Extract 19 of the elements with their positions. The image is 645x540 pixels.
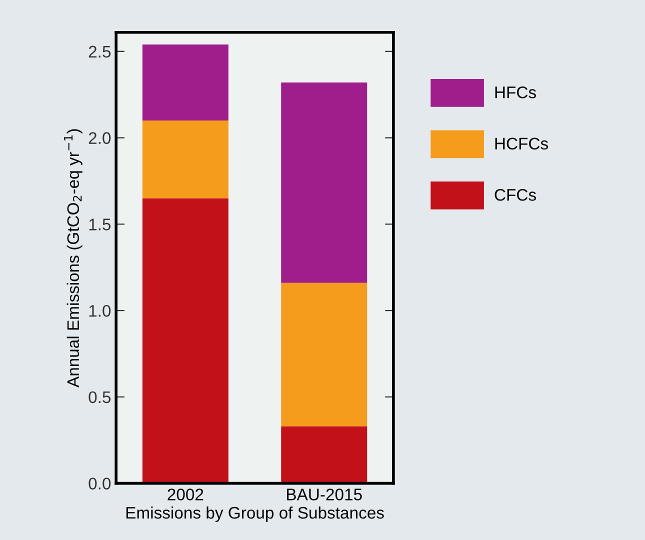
y-tick-label: 0.5 (88, 391, 111, 404)
x-axis-title: Emissions by Group of Substances (126, 506, 384, 522)
bar (142, 120, 228, 198)
bar (281, 82, 368, 283)
y-tick-label: 2.5 (88, 46, 111, 58)
y-tick-label: 1.5 (89, 218, 111, 230)
x-tick-label: 2002 (168, 488, 204, 500)
y-tick-label: 1.0 (89, 304, 111, 317)
bar (142, 44, 228, 121)
bar (281, 426, 368, 484)
bar (142, 198, 228, 484)
legend-label: HFCs (495, 86, 536, 98)
bar (281, 282, 368, 426)
y-axis-title: Annual Emissions (GtCO$_{2}$-eq yr$^{−1}$) (64, 129, 82, 388)
y-tick-label: 0.0 (88, 478, 111, 490)
legend-label: HCFCs (495, 138, 548, 150)
y-tick-label: 2.0 (88, 132, 111, 144)
x-tick-label: BAU-2015 (287, 488, 362, 500)
legend-label: CFCs (494, 188, 536, 201)
